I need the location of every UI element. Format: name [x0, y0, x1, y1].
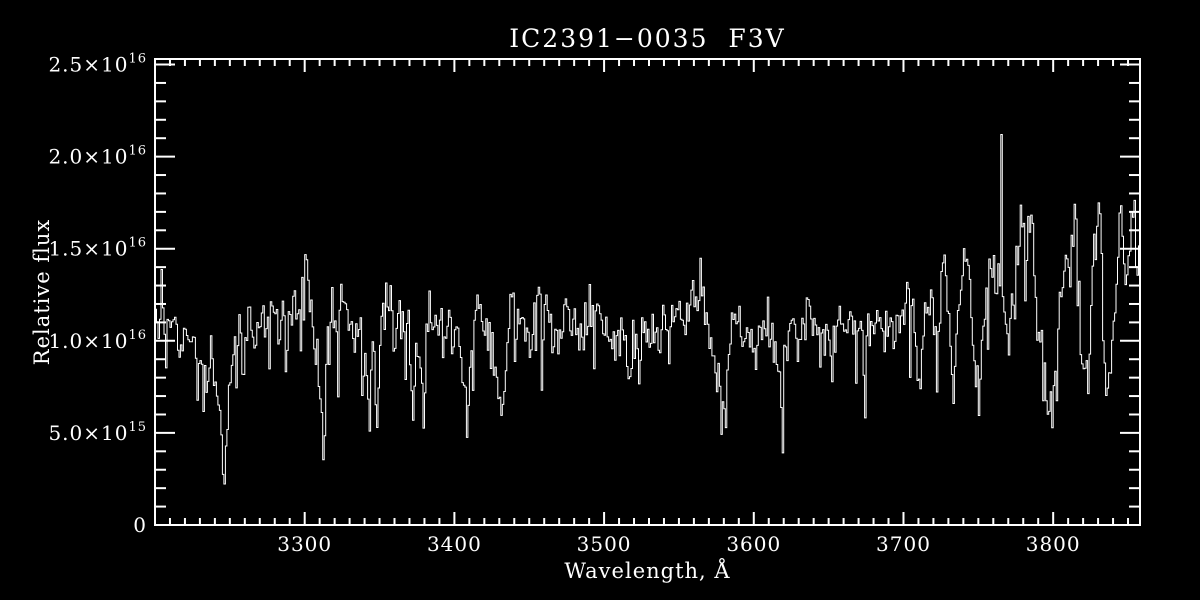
spectrum-line [155, 134, 1141, 485]
y-tick-label: 1.5×1016 [48, 236, 147, 261]
x-tick-label: 3800 [1026, 532, 1081, 556]
y-tick-label: 2.0×1016 [48, 144, 147, 169]
y-axis-title: Relative flux [30, 218, 54, 366]
page-title: IC2391−0035 F3V [509, 24, 786, 53]
x-axis-title: Wavelength, Å [564, 559, 731, 583]
y-tick-label: 5.0×1015 [48, 420, 147, 445]
x-tick-label: 3300 [277, 532, 332, 556]
x-tick-label: 3400 [427, 532, 482, 556]
y-tick-label: 1.0×1016 [48, 328, 147, 353]
plot-frame [154, 58, 1141, 526]
x-tick-label: 3500 [577, 532, 632, 556]
y-tick-label: 2.5×1016 [48, 52, 147, 77]
y-tick-label: 0 [133, 513, 147, 537]
x-tick-label: 3700 [876, 532, 931, 556]
x-tick-label: 3600 [726, 532, 781, 556]
